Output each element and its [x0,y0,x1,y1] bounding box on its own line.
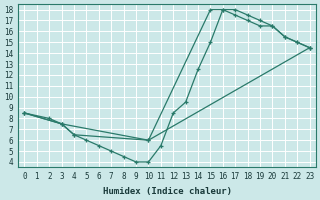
X-axis label: Humidex (Indice chaleur): Humidex (Indice chaleur) [102,187,232,196]
